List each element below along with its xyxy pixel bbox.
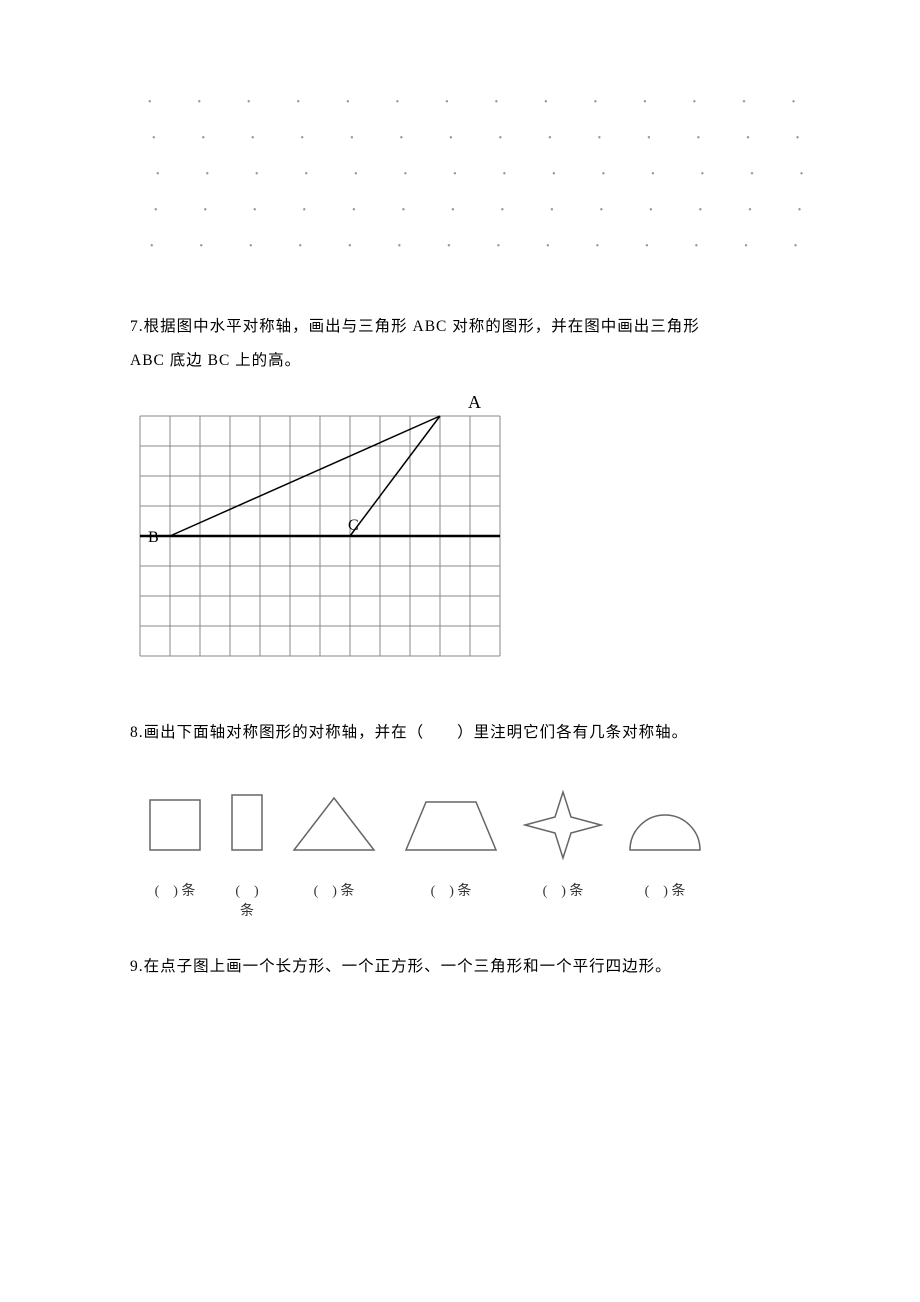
shape-star4 [523,790,603,860]
shape-label: ( ) 条 [401,880,501,920]
grid-dot: • [693,100,697,106]
shape-trapezoid [401,790,501,860]
grid-dot: • [750,172,754,178]
grid-dot: • [544,100,548,106]
grid-dot: • [249,244,253,250]
svg-text:C: C [348,517,359,534]
grid-dot: • [354,172,358,178]
problem-7-text: 7.根据图中水平对称轴，画出与三角形 ABC 对称的图形，并在图中画出三角形 A… [130,310,790,378]
grid-dot: • [346,100,350,106]
grid-dot: • [202,136,206,142]
grid-dot: • [695,244,699,250]
grid-dot: • [643,100,647,106]
grid-dot: • [352,208,356,214]
grid-dot: • [150,244,154,250]
shape-label: ( ) 条 [145,880,205,920]
grid-dot: • [148,100,152,106]
grid-dot: • [348,244,352,250]
grid-dot: • [497,244,501,250]
shape-label: ( ) 条 [523,880,603,920]
grid-dot: • [742,100,746,106]
grid-dot: • [255,172,259,178]
shape-label: ( ) 条 [625,880,705,920]
grid-dot: • [400,136,404,142]
grid-dot: • [552,172,556,178]
grid-dot: • [154,208,158,214]
grid-dot: • [299,244,303,250]
shape-label: ( ) 条 [227,880,267,920]
grid-dot: • [647,136,651,142]
problem-8-text: 8.画出下面轴对称图形的对称轴，并在（ ）里注明它们各有几条对称轴。 [130,716,790,750]
shape-square [145,790,205,860]
grid-dot: • [396,100,400,106]
grid-dot: • [594,100,598,106]
grid-dot: • [550,208,554,214]
grid-dot: • [499,136,503,142]
grid-dot: • [247,100,251,106]
grid-dot: • [645,244,649,250]
grid-dot: • [156,172,160,178]
grid-dot: • [501,208,505,214]
p7-line2: ABC 底边 BC 上的高。 [130,344,790,378]
grid-dot: • [796,136,800,142]
grid-dot: • [445,100,449,106]
grid-dot: • [596,244,600,250]
grid-dot: • [548,136,552,142]
grid-dot: • [651,172,655,178]
grid-dot: • [495,100,499,106]
grid-dot: • [600,208,604,214]
grid-dot: • [402,208,406,214]
grid-dot: • [649,208,653,214]
dot-grid: • • • • • • • • • • • • • • • • • • • • • • • • • • • • • • • • • • • • • • • •… [130,100,790,250]
grid-dot: • [453,172,457,178]
shape-triangle [289,790,379,860]
grid-dot: • [449,136,453,142]
grid-dot: • [598,136,602,142]
shape-rectangle [227,790,267,860]
grid-dot: • [699,208,703,214]
grid-dot: • [800,172,804,178]
grid-dot: • [697,136,701,142]
symmetry-shapes: ( ) 条 ( ) 条 ( ) 条 ( ) 条 ( ) 条 ( ) 条 [130,790,790,920]
grid-dot: • [447,244,451,250]
grid-dot: • [546,244,550,250]
grid-dot: • [198,100,202,106]
triangle-grid-diagram: A B C [130,396,790,681]
grid-dot: • [746,136,750,142]
svg-text:A: A [468,396,481,412]
grid-dot: • [404,172,408,178]
grid-dot: • [398,244,402,250]
grid-dot: • [206,172,210,178]
grid-dot: • [350,136,354,142]
grid-dot: • [744,244,748,250]
problem-9-text: 9.在点子图上画一个长方形、一个正方形、一个三角形和一个平行四边形。 [130,950,790,984]
svg-text:B: B [148,529,159,546]
grid-dot: • [701,172,705,178]
grid-dot: • [301,136,305,142]
grid-dot: • [748,208,752,214]
grid-dot: • [152,136,156,142]
grid-dot: • [305,172,309,178]
grid-dot: • [503,172,507,178]
grid-dot: • [794,244,798,250]
grid-dot: • [200,244,204,250]
shape-label: ( ) 条 [289,880,379,920]
grid-dot: • [451,208,455,214]
grid-dot: • [798,208,802,214]
grid-dot: • [602,172,606,178]
grid-dot: • [303,208,307,214]
p7-line1: 7.根据图中水平对称轴，画出与三角形 ABC 对称的图形，并在图中画出三角形 [130,310,790,344]
grid-dot: • [297,100,301,106]
shape-semicircle [625,790,705,860]
grid-dot: • [251,136,255,142]
grid-dot: • [792,100,796,106]
grid-dot: • [253,208,257,214]
grid-dot: • [204,208,208,214]
